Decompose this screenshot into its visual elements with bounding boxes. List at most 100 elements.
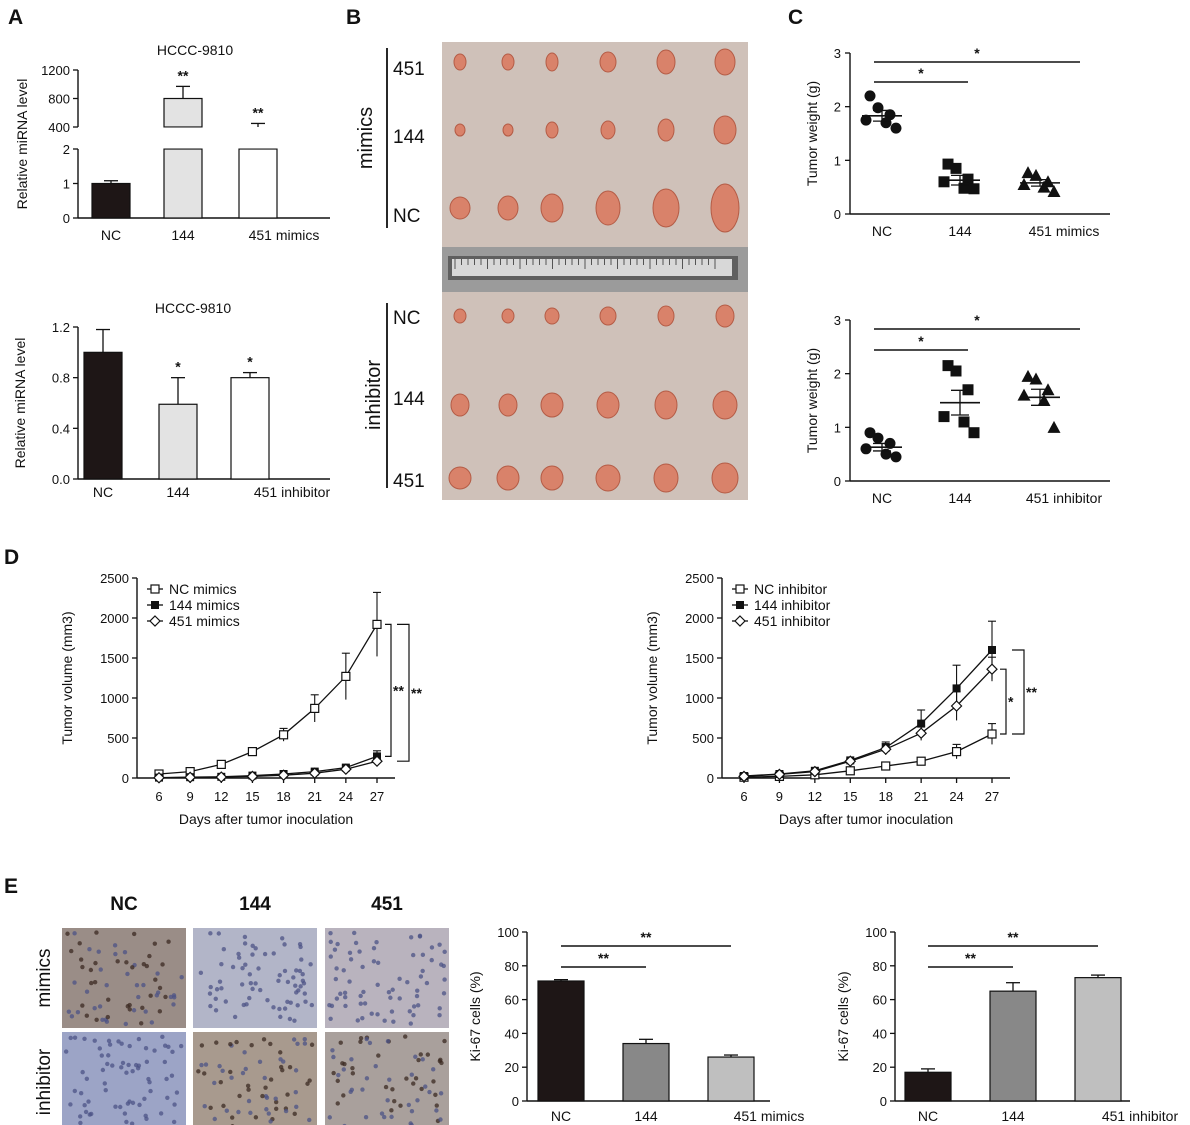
cell-nucleus	[298, 984, 303, 989]
cell-nucleus	[148, 1088, 153, 1094]
cell-nucleus	[420, 968, 425, 974]
cell-nucleus	[437, 1006, 442, 1011]
cell-nucleus	[246, 1087, 251, 1092]
cell-nucleus	[245, 1083, 251, 1088]
y-tick-label: 2	[63, 142, 70, 157]
data-point	[864, 90, 876, 102]
cell-nucleus	[125, 971, 130, 977]
cell-nucleus	[292, 1111, 297, 1117]
cell-nucleus	[208, 931, 213, 936]
cell-nucleus	[136, 1036, 142, 1042]
cell-nucleus	[92, 1038, 97, 1043]
data-point	[872, 432, 884, 444]
cell-nucleus	[221, 947, 227, 952]
cell-nucleus	[217, 1063, 222, 1069]
cell-nucleus	[131, 1008, 137, 1013]
row-label: NC	[393, 308, 420, 329]
cell-nucleus	[367, 1040, 373, 1046]
cell-nucleus	[163, 994, 168, 1000]
y-tick-label: 2000	[685, 611, 714, 626]
y-tick-label: 2	[834, 367, 841, 382]
cell-nucleus	[219, 961, 224, 967]
row-label: NC	[393, 206, 420, 227]
cell-nucleus	[392, 1098, 397, 1104]
data-point	[942, 158, 954, 170]
significance-bracket	[397, 623, 410, 762]
data-point	[962, 173, 974, 185]
cell-nucleus	[118, 1104, 123, 1110]
cell-nucleus	[375, 960, 381, 965]
cell-nucleus	[352, 930, 357, 936]
y-tick-label: 1	[834, 420, 841, 435]
cell-nucleus	[391, 1019, 396, 1024]
cell-nucleus	[110, 1063, 115, 1068]
bar-lower	[238, 148, 278, 219]
cell-nucleus	[334, 996, 340, 1001]
cell-nucleus	[80, 964, 85, 970]
bar	[707, 1056, 755, 1102]
data-point	[738, 770, 750, 783]
bar	[989, 990, 1037, 1102]
cell-nucleus	[113, 951, 118, 957]
cell-nucleus	[112, 943, 118, 948]
cell-nucleus	[213, 996, 218, 1002]
cell-nucleus	[106, 997, 111, 1002]
cell-nucleus	[334, 966, 339, 971]
cell-nucleus	[229, 1075, 234, 1080]
significance-label: **	[393, 682, 404, 698]
cell-nucleus	[153, 977, 158, 982]
cell-nucleus	[442, 1038, 447, 1044]
cell-nucleus	[240, 965, 245, 971]
cell-nucleus	[308, 962, 313, 967]
cell-nucleus	[125, 1004, 130, 1009]
tumor	[497, 195, 519, 221]
data-point	[1021, 166, 1035, 179]
data-point	[371, 755, 383, 768]
data-point	[988, 646, 996, 654]
y-tick-label: 2500	[685, 571, 714, 586]
cell-nucleus	[141, 982, 146, 988]
cell-nucleus	[260, 1093, 265, 1099]
cell-nucleus	[328, 930, 333, 936]
tumor	[657, 305, 675, 327]
y-tick-label: 60	[505, 993, 519, 1008]
legend-label: NC mimics	[169, 581, 237, 597]
cell-nucleus	[358, 1001, 363, 1006]
cell-nucleus	[80, 1003, 85, 1008]
cell-nucleus	[129, 1121, 135, 1125]
x-tick-label: 6	[155, 789, 162, 804]
data-point	[958, 182, 970, 194]
tumor	[498, 393, 518, 417]
x-category-label: 144	[948, 223, 972, 239]
cell-nucleus	[68, 1035, 73, 1041]
cell-nucleus	[379, 1111, 385, 1116]
cell-nucleus	[348, 1089, 353, 1095]
cell-nucleus	[280, 936, 285, 941]
cell-nucleus	[347, 979, 352, 984]
x-category-label: NC	[918, 1108, 938, 1124]
data-point	[1017, 177, 1031, 190]
cell-nucleus	[397, 976, 402, 982]
image-column-label: 451	[371, 894, 403, 915]
significance-bracket-label: *	[974, 312, 980, 328]
cell-nucleus	[247, 995, 252, 1001]
cell-nucleus	[158, 1111, 164, 1116]
cell-nucleus	[406, 1102, 412, 1108]
cell-nucleus	[157, 985, 163, 991]
x-tick-label: 24	[949, 789, 963, 804]
tumor	[454, 123, 466, 137]
cell-nucleus	[411, 1004, 417, 1009]
x-category-label: 451 mimics	[734, 1108, 805, 1124]
cell-nucleus	[333, 976, 339, 982]
cell-nucleus	[327, 1115, 332, 1120]
bar	[83, 351, 123, 480]
x-category-label: NC	[872, 223, 892, 239]
chart-E2: 0 20 40 60 80 100 NC 144 451 inhibitor ** **	[865, 925, 1178, 1124]
cell-nucleus	[335, 1078, 340, 1084]
chart-A2: HCCC-9810 0.0 0.4 0.8 1.2 NC * 144 * 451 inhibito…	[52, 300, 331, 500]
y-axis-label: Ki-67 cells (%)	[467, 971, 483, 1061]
cell-nucleus	[338, 1040, 343, 1045]
cell-nucleus	[213, 1008, 219, 1013]
significance-bracket	[1000, 668, 1007, 735]
tumor-photo-panel: mimics inhibitor 451 144 NC NC 144 451	[355, 42, 748, 500]
